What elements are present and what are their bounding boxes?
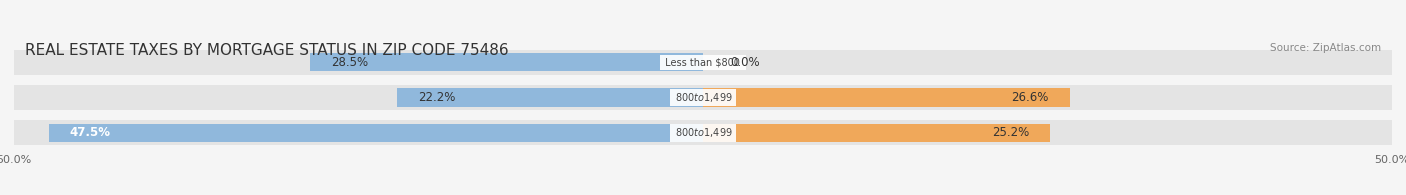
Text: 25.2%: 25.2% — [993, 126, 1029, 139]
Bar — [703, 88, 1070, 107]
Text: 47.5%: 47.5% — [69, 126, 110, 139]
Bar — [311, 53, 703, 71]
Bar — [14, 120, 1392, 145]
Text: REAL ESTATE TAXES BY MORTGAGE STATUS IN ZIP CODE 75486: REAL ESTATE TAXES BY MORTGAGE STATUS IN … — [25, 43, 509, 58]
Bar — [703, 124, 1050, 142]
Text: Source: ZipAtlas.com: Source: ZipAtlas.com — [1270, 43, 1381, 53]
Text: $800 to $1,499: $800 to $1,499 — [672, 126, 734, 139]
Legend: Without Mortgage, With Mortgage: Without Mortgage, With Mortgage — [574, 191, 832, 195]
Text: 22.2%: 22.2% — [418, 91, 456, 104]
Bar — [14, 85, 1392, 110]
Text: 0.0%: 0.0% — [731, 56, 761, 69]
Text: $800 to $1,499: $800 to $1,499 — [672, 91, 734, 104]
Bar — [14, 50, 1392, 75]
Text: Less than $800: Less than $800 — [662, 57, 744, 67]
Text: 28.5%: 28.5% — [330, 56, 368, 69]
Text: 26.6%: 26.6% — [1011, 91, 1049, 104]
Bar — [48, 124, 703, 142]
Bar — [396, 88, 703, 107]
